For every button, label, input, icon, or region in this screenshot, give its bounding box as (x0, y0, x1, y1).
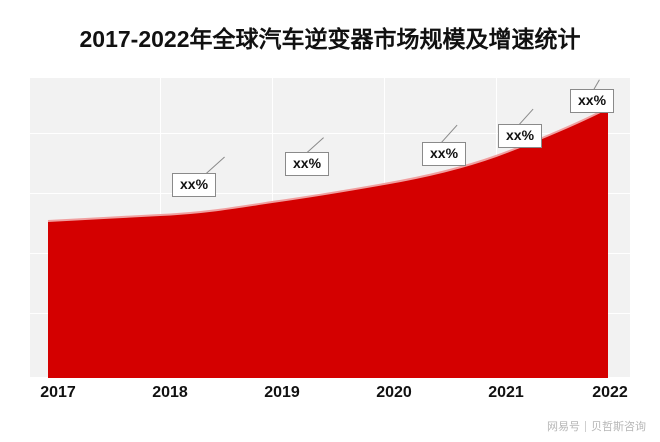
gridline (30, 133, 630, 134)
data-label-callout: xx% (570, 89, 615, 114)
data-label-callout: xx% (498, 124, 543, 149)
x-axis-tick-label: 2022 (592, 384, 628, 401)
watermark-divider-icon (585, 420, 586, 432)
page-title: 2017-2022年全球汽车逆变器市场规模及增速统计 (79, 26, 581, 52)
data-label-callout: xx% (172, 173, 217, 198)
x-axis: 2017 2018 2019 2020 2021 2022 (30, 384, 630, 410)
data-label-callout: xx% (285, 152, 330, 177)
x-axis-tick-label: 2017 (40, 384, 76, 401)
watermark: 网易号 贝哲斯咨询 (547, 418, 646, 434)
watermark-author: 贝哲斯咨询 (591, 421, 646, 433)
x-axis-tick-label: 2019 (264, 384, 300, 401)
data-label-callout: xx% (422, 142, 467, 167)
area-series (47, 107, 609, 378)
x-axis-tick-label: 2018 (152, 384, 188, 401)
plot-area (30, 78, 630, 378)
x-axis-tick-label: 2020 (376, 384, 412, 401)
watermark-source: 网易号 (547, 421, 580, 433)
x-axis-tick-label: 2021 (488, 384, 524, 401)
